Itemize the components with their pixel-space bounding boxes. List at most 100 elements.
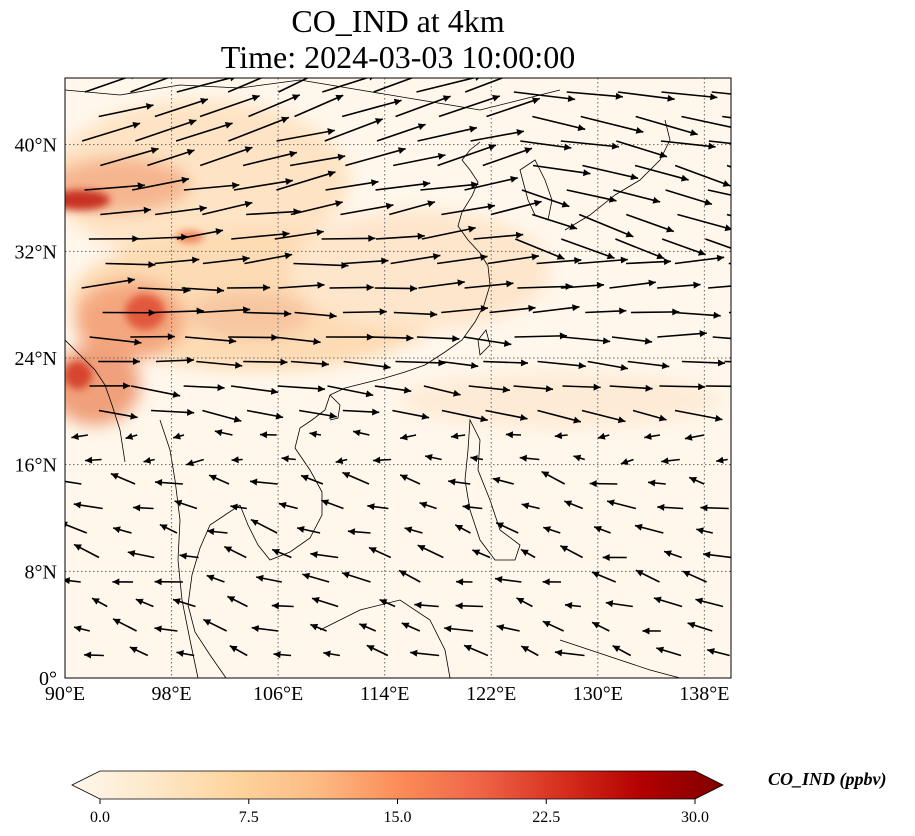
wind-arrow-head <box>722 180 731 187</box>
wind-arrow-head <box>768 359 775 366</box>
wind-arrow-head <box>663 258 671 266</box>
wind-arrow-shaft <box>374 287 418 290</box>
wind-arrow-head <box>605 600 614 608</box>
wind-arrow-shaft <box>89 336 142 344</box>
wind-arrow-head <box>648 479 656 487</box>
wind-arrow-shaft <box>273 336 321 344</box>
colorbar-tick-label: 15.0 <box>384 809 412 826</box>
wind-arrow-shaft <box>325 180 379 191</box>
wind-arrow-head <box>455 524 464 532</box>
wind-arrow-head <box>442 95 451 102</box>
wind-arrow-head <box>154 625 162 633</box>
wind-arrow-head <box>313 338 321 345</box>
wind-arrow-shaft <box>322 78 370 93</box>
wind-arrow-head <box>528 304 536 312</box>
wind-arrow-head <box>469 125 477 133</box>
wind-arrow-head <box>231 456 239 464</box>
wind-arrow-head <box>217 384 225 392</box>
wind-arrow-head <box>572 304 580 312</box>
wind-arrow-head <box>630 173 639 181</box>
wind-arrow-shaft <box>562 336 611 343</box>
wind-arrow-head <box>148 309 156 317</box>
wind-arrow-head <box>215 228 224 236</box>
wind-arrow-head <box>687 621 696 629</box>
wind-arrow-shaft <box>395 360 446 364</box>
wind-arrow-head <box>143 206 151 214</box>
wind-arrow-shaft <box>278 78 310 93</box>
wind-arrow-shaft <box>665 189 713 206</box>
wind-arrow-shaft <box>176 78 234 93</box>
wind-arrow-head <box>92 598 100 605</box>
wind-arrow-shaft <box>531 213 578 230</box>
wind-arrow-shaft <box>375 182 431 191</box>
axis-tick-labels: 90°E 98°E 106°E 114°E 122°E 130°E 138°E 0° 8°N 16… <box>15 135 730 705</box>
wind-arrow-head <box>710 93 718 101</box>
wind-arrow-head <box>468 225 476 233</box>
wind-arrow-head <box>699 330 707 338</box>
wind-arrow-head <box>763 94 770 101</box>
wind-arrow-head <box>617 416 626 424</box>
wind-arrow-shaft <box>130 385 181 397</box>
wind-arrow-shaft <box>368 336 414 339</box>
wind-arrow-head <box>186 459 194 467</box>
wind-arrow-shaft <box>473 233 524 240</box>
wind-arrow-head <box>596 281 605 289</box>
wind-arrow-head <box>510 175 518 183</box>
wind-arrow-head <box>414 601 422 609</box>
wind-arrow-shaft <box>515 238 565 260</box>
wind-arrow-head <box>516 597 525 605</box>
wind-arrow-shaft <box>375 235 425 240</box>
wind-arrow-head <box>224 121 233 129</box>
wind-arrow-head <box>645 384 653 392</box>
wind-arrow-head <box>216 286 225 294</box>
wind-arrow-head <box>65 521 68 529</box>
wind-arrow-shaft <box>416 78 477 93</box>
wind-arrow-shaft <box>274 230 324 240</box>
wind-arrow-head <box>337 153 346 161</box>
wind-arrow-head <box>642 627 650 635</box>
wind-arrow-head <box>470 455 478 463</box>
wind-arrow-head <box>682 570 691 578</box>
wind-arrow-shaft <box>230 385 279 394</box>
wind-arrow-head <box>289 150 297 158</box>
wind-arrow-head <box>284 252 293 260</box>
wind-arrow-head <box>130 412 138 420</box>
wind-arrow-shaft <box>100 208 152 216</box>
wind-arrow-head <box>400 433 408 441</box>
lat-tick-label: 24°N <box>15 348 57 370</box>
wind-arrow-shaft <box>728 311 731 314</box>
wind-arrow-head <box>406 334 414 342</box>
wind-arrow-head <box>772 120 779 127</box>
wind-arrow-head <box>659 151 667 159</box>
wind-arrow-shaft <box>389 201 436 216</box>
wind-arrow-head <box>381 257 389 265</box>
wind-arrow-head <box>278 501 287 509</box>
wind-arrow-head <box>417 123 426 130</box>
wind-arrow-shaft <box>626 213 675 233</box>
wind-arrow-head <box>471 181 479 189</box>
lon-tick-label: 138°E <box>679 683 729 705</box>
wind-arrow-head <box>532 97 540 105</box>
wind-arrow-shaft <box>81 278 136 289</box>
wind-arrow-head <box>554 649 563 657</box>
wind-arrow-head <box>520 549 529 556</box>
plume-sichuan <box>190 291 310 339</box>
wind-arrow-head <box>123 382 131 390</box>
wind-arrow-shaft <box>154 206 207 216</box>
wind-arrow-head <box>524 147 533 154</box>
wind-arrow-head <box>282 230 290 238</box>
wind-arrow-shaft <box>625 260 672 265</box>
wind-arrow-head <box>521 502 530 510</box>
wind-arrow-head <box>648 279 656 287</box>
wind-arrow-shaft <box>184 336 237 343</box>
wind-arrow-head <box>176 650 184 657</box>
wind-arrow-head <box>127 550 136 557</box>
wind-arrow-head <box>369 78 373 81</box>
wind-arrow-head <box>520 67 528 74</box>
wind-arrow-shaft <box>416 336 460 340</box>
wind-arrow-head <box>487 203 495 211</box>
wind-arrow-shaft <box>609 281 656 289</box>
wind-arrow-head <box>329 412 337 420</box>
wind-arrow-head <box>611 142 620 150</box>
wind-arrow-head <box>620 363 628 371</box>
